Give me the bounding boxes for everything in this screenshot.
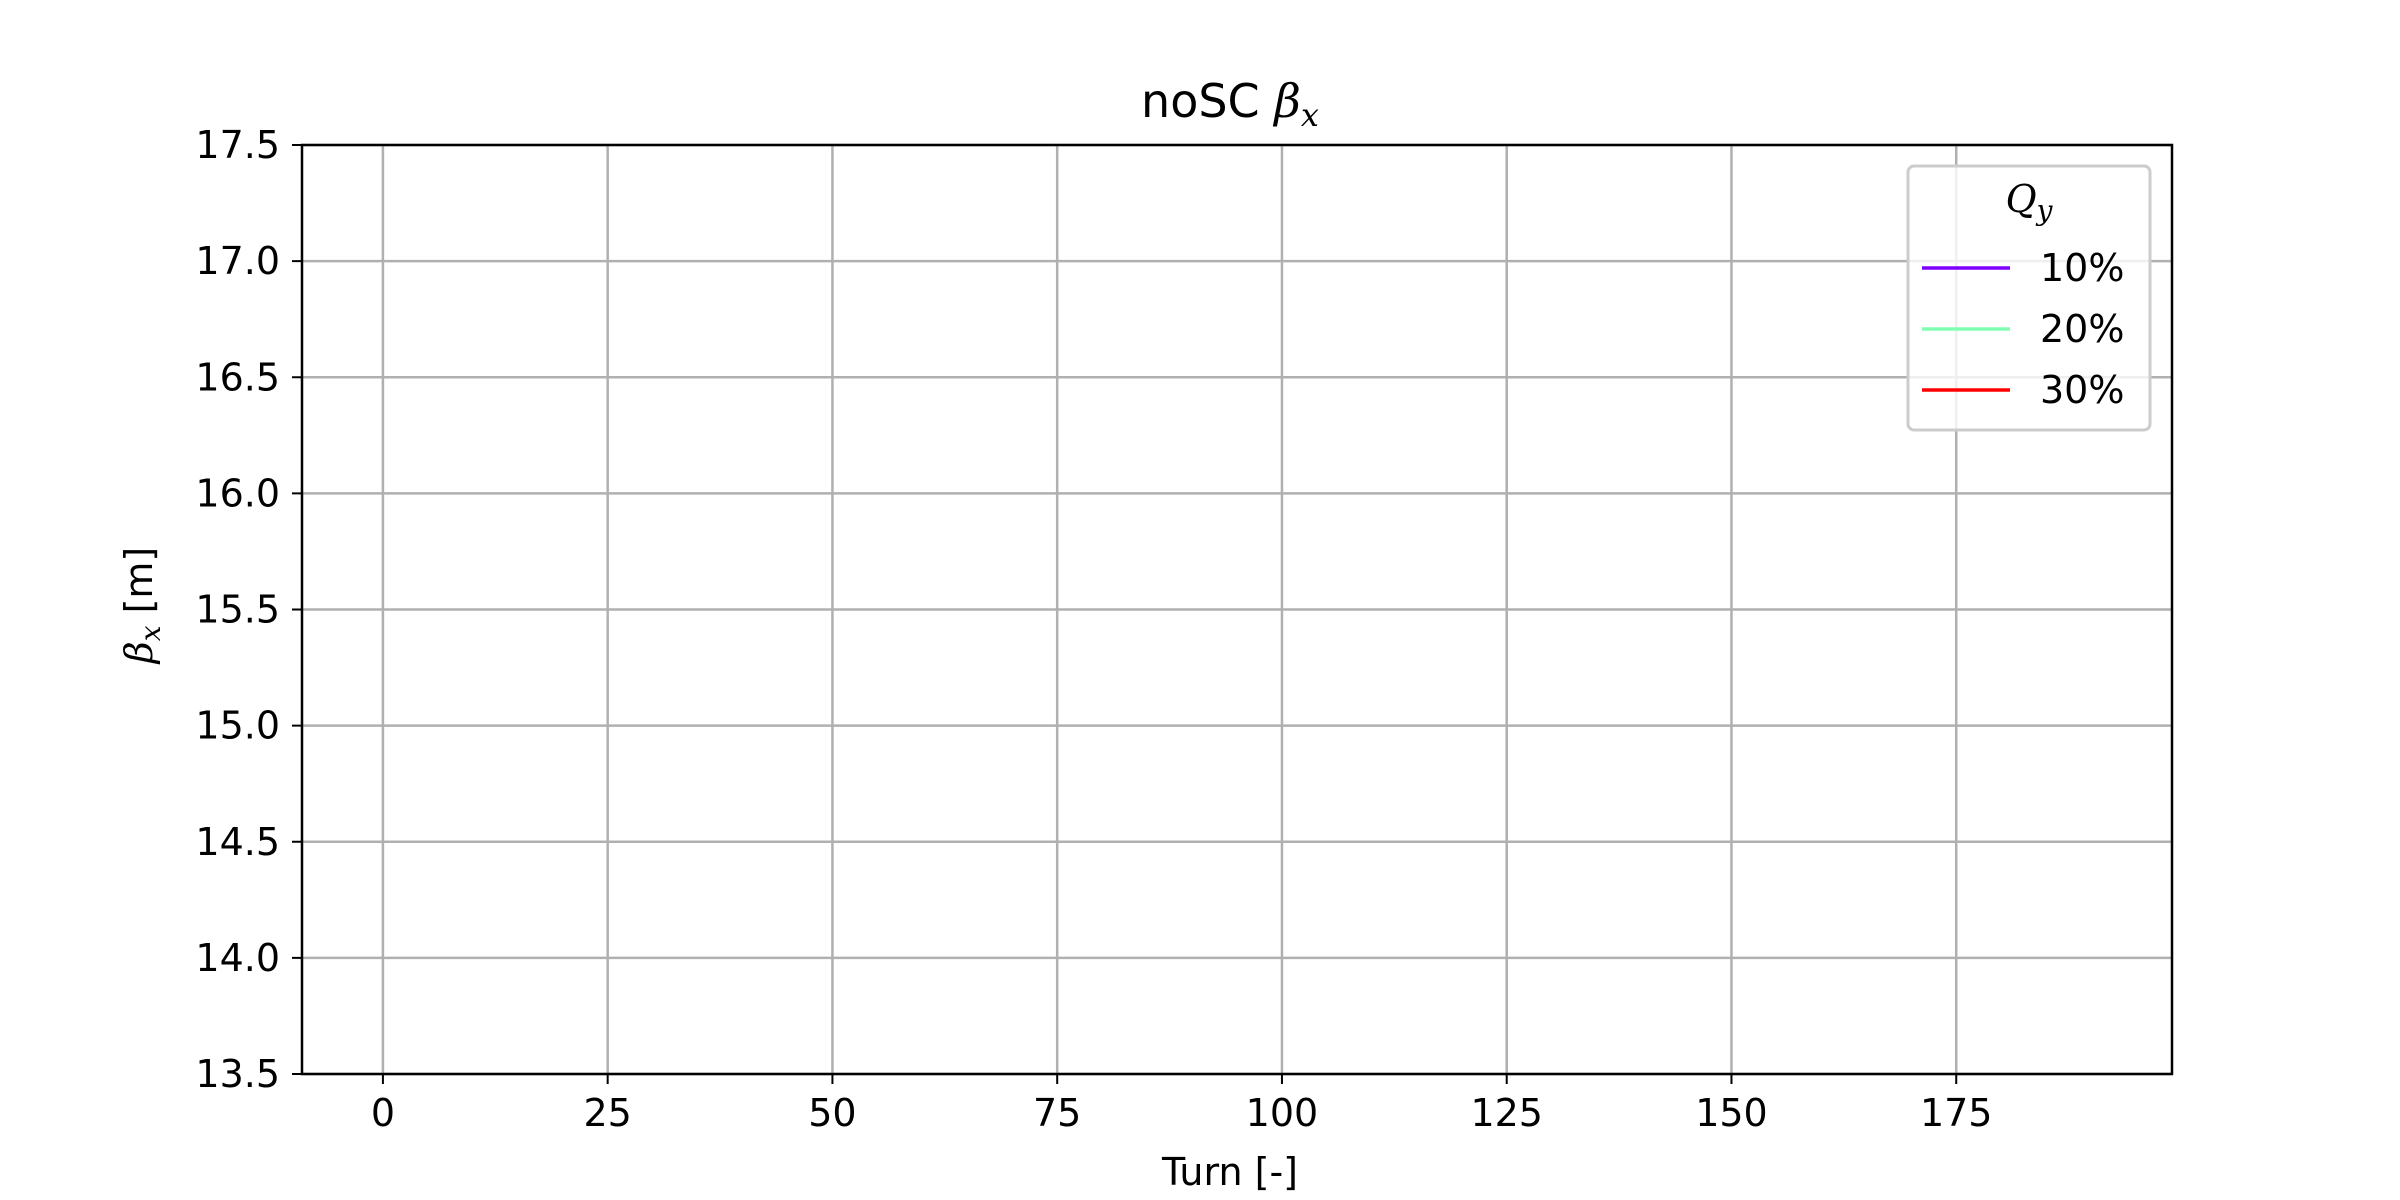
- x-axis-label: Turn [-]: [1161, 1150, 1298, 1194]
- x-tick-label: 50: [808, 1091, 856, 1135]
- legend: Qy 10% 20% 30%: [1906, 164, 2152, 432]
- legend-box: [1906, 164, 2152, 432]
- x-tick-label: 150: [1695, 1091, 1768, 1135]
- legend-title-symbol: Q: [2006, 177, 2037, 221]
- y-axis-ticks: 13.5 14.0 14.5 15.0 15.5 16.0 16.5 17.0 17.5: [195, 123, 302, 1096]
- legend-entries: 10% 20% 30%: [1922, 246, 2124, 412]
- y-tick-label: 16.0: [195, 471, 280, 515]
- x-tick-label: 100: [1246, 1091, 1319, 1135]
- y-axis-label-suffix: [m]: [117, 547, 161, 626]
- chart-title: noSC βx: [1141, 74, 1319, 134]
- y-tick-label: 14.0: [195, 936, 280, 980]
- y-axis-label-subscript: x: [134, 625, 167, 641]
- x-tick-label: 125: [1470, 1091, 1543, 1135]
- legend-title-subscript: y: [2035, 194, 2054, 227]
- y-tick-label: 15.5: [195, 588, 280, 632]
- x-tick-label: 175: [1920, 1091, 1993, 1135]
- x-tick-label: 25: [583, 1091, 631, 1135]
- legend-title: Qy: [2006, 177, 2054, 227]
- y-tick-label: 17.5: [195, 123, 280, 167]
- y-tick-label: 14.5: [195, 820, 280, 864]
- legend-entry-label: 10%: [2040, 246, 2124, 290]
- y-axis-label: βx [m]: [117, 547, 167, 666]
- y-tick-label: 16.5: [195, 355, 280, 399]
- legend-entry-label: 30%: [2040, 368, 2124, 412]
- x-tick-label: 75: [1033, 1091, 1081, 1135]
- grid-layer: [302, 143, 2172, 1076]
- y-tick-label: 13.5: [195, 1052, 280, 1096]
- y-axis-label-symbol: β: [117, 641, 161, 665]
- y-tick-label: 15.0: [195, 704, 280, 748]
- chart-title-symbol: β: [1272, 74, 1301, 128]
- chart-title-prefix: noSC: [1141, 74, 1274, 128]
- chart-title-subscript: x: [1301, 96, 1319, 134]
- x-axis-ticks: 0 25 50 75 100 125 150 175: [371, 1074, 1993, 1135]
- legend-entry-label: 20%: [2040, 307, 2124, 351]
- y-tick-label: 17.0: [195, 239, 280, 283]
- x-tick-label: 0: [371, 1091, 395, 1135]
